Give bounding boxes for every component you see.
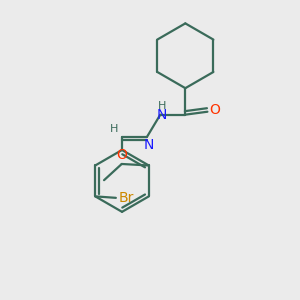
Text: Br: Br	[118, 191, 134, 205]
Text: N: N	[157, 108, 167, 122]
Text: O: O	[116, 148, 127, 162]
Text: N: N	[143, 138, 154, 152]
Text: H: H	[158, 101, 166, 111]
Text: H: H	[110, 124, 118, 134]
Text: O: O	[209, 103, 220, 117]
